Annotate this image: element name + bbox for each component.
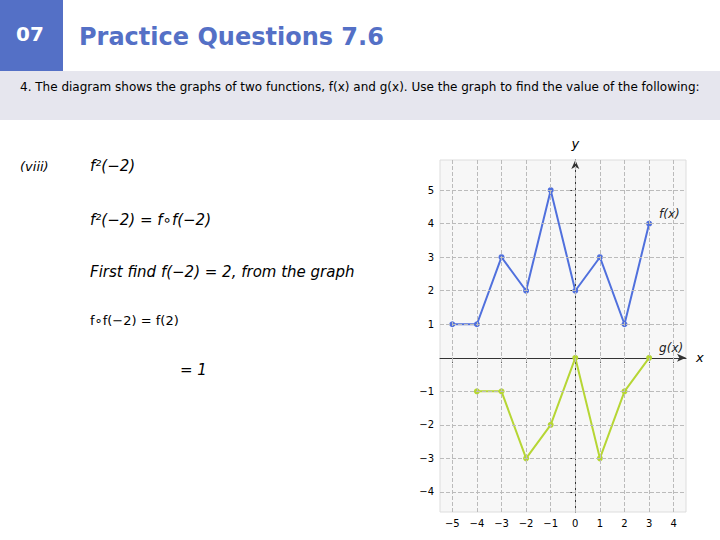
svg-text:f∘f(−2) = f(2): f∘f(−2) = f(2)	[90, 313, 179, 328]
svg-text:Practice Questions 7.6: Practice Questions 7.6	[79, 23, 384, 51]
svg-text:3: 3	[646, 518, 652, 529]
svg-text:4. The diagram shows the graph: 4. The diagram shows the graphs of two f…	[20, 80, 700, 94]
svg-text:4: 4	[428, 218, 434, 229]
svg-text:First find f(−2) = 2, from the: First find f(−2) = 2, from the graph	[90, 263, 355, 281]
svg-text:−4: −4	[470, 518, 485, 529]
svg-text:(viii): (viii)	[20, 159, 49, 174]
svg-text:07: 07	[16, 22, 44, 46]
svg-text:−3: −3	[419, 453, 434, 464]
svg-text:2: 2	[428, 285, 434, 296]
svg-text:4: 4	[671, 518, 677, 529]
svg-text:−4: −4	[419, 486, 434, 497]
svg-text:= 1: = 1	[180, 361, 207, 379]
svg-text:−2: −2	[419, 419, 434, 430]
svg-text:3: 3	[428, 252, 434, 263]
svg-text:−2: −2	[519, 518, 534, 529]
svg-text:−5: −5	[445, 518, 460, 529]
svg-text:1: 1	[428, 319, 434, 330]
svg-text:y: y	[570, 136, 579, 151]
svg-text:1: 1	[597, 518, 603, 529]
svg-text:f²(−2): f²(−2)	[90, 157, 135, 175]
svg-text:0: 0	[572, 518, 578, 529]
svg-text:−1: −1	[543, 518, 558, 529]
svg-text:f²(−2) = f∘f(−2): f²(−2) = f∘f(−2)	[90, 211, 211, 229]
svg-text:−1: −1	[419, 386, 434, 397]
svg-text:f(x): f(x)	[659, 207, 680, 221]
svg-text:g(x): g(x)	[659, 341, 683, 355]
svg-text:−3: −3	[494, 518, 509, 529]
svg-text:5: 5	[428, 185, 434, 196]
svg-text:2: 2	[621, 518, 627, 529]
svg-text:x: x	[695, 350, 704, 365]
